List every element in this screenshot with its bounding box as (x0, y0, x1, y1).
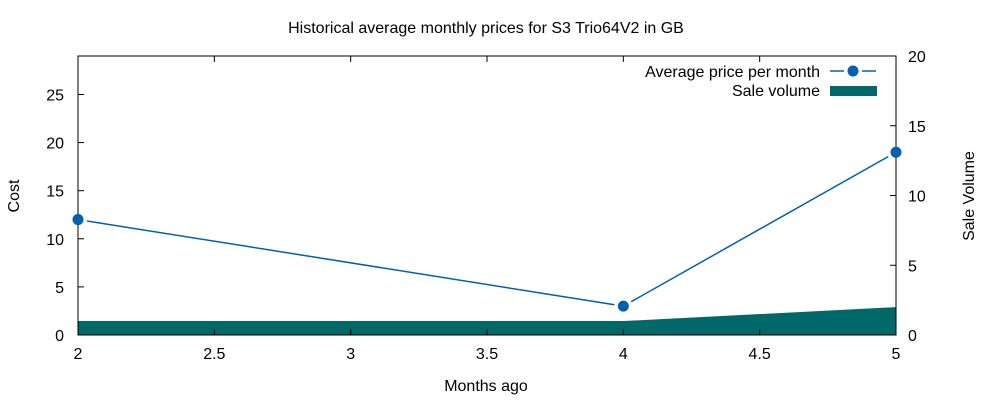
x-tick-label: 2.5 (203, 346, 225, 363)
y2-tick-label: 10 (908, 189, 926, 206)
y-tick-label: 15 (46, 184, 64, 201)
x-axis-label: Months ago (444, 378, 528, 395)
x-tick-label: 2 (74, 346, 83, 363)
y2-tick-label: 15 (908, 119, 926, 136)
legend-label-volume: Sale volume (732, 83, 820, 100)
y2-axis-label: Sale Volume (961, 151, 978, 241)
y2-tick-label: 20 (908, 49, 926, 66)
y-tick-label: 20 (46, 136, 64, 153)
price-point (890, 146, 902, 158)
price-point (72, 214, 84, 226)
x-tick-label: 3 (346, 346, 355, 363)
y-tick-label: 0 (55, 328, 64, 345)
price-line-segment (630, 155, 889, 303)
y-tick-label: 10 (46, 232, 64, 249)
y-tick-label: 25 (46, 87, 64, 104)
sale-volume-area (78, 307, 896, 335)
x-tick-label: 4.5 (749, 346, 771, 363)
legend-marker-price (847, 65, 859, 77)
x-tick-label: 5 (892, 346, 901, 363)
x-tick-label: 3.5 (476, 346, 498, 363)
chart-title: Historical average monthly prices for S3… (288, 20, 684, 37)
y-axis-label: Cost (6, 179, 23, 212)
legend-label-price: Average price per month (645, 64, 820, 81)
legend-swatch-volume (830, 86, 877, 96)
price-point (617, 300, 629, 312)
y2-tick-label: 5 (908, 258, 917, 275)
x-tick-label: 4 (619, 346, 628, 363)
y-tick-label: 5 (55, 280, 64, 297)
y2-tick-label: 0 (908, 328, 917, 345)
price-line-segment (86, 220, 615, 306)
